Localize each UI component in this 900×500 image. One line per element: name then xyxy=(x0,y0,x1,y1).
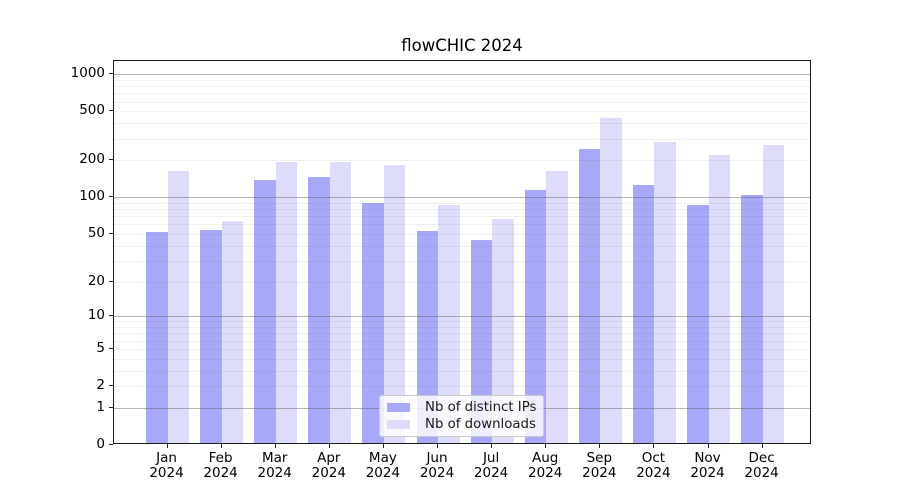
bar-mar-ips xyxy=(254,180,276,443)
bar-may-ips xyxy=(362,202,384,443)
y-tick-mark xyxy=(109,196,113,198)
bar-sep-downloads xyxy=(600,118,622,443)
y-tick-label-50: 50 xyxy=(87,225,105,241)
x-tick-mark xyxy=(545,444,547,448)
x-tick-mark xyxy=(328,444,330,448)
y-tick-mark xyxy=(109,347,113,349)
plot-area: Nb of distinct IPs Nb of downloads xyxy=(113,60,811,444)
y-tick-label-100: 100 xyxy=(79,188,105,205)
x-tick-mark xyxy=(220,444,222,448)
x-tick-label-oct: Oct 2024 xyxy=(636,450,671,481)
bar-jan-downloads xyxy=(167,171,189,443)
x-tick-mark xyxy=(761,444,763,448)
x-tick-label-apr: Apr 2024 xyxy=(311,450,346,481)
y-tick-mark xyxy=(109,159,113,161)
bar-dec-ips xyxy=(741,195,763,443)
bar-sep-ips xyxy=(578,148,601,443)
x-tick-label-sep: Sep 2024 xyxy=(582,450,617,481)
bar-oct-ips xyxy=(632,184,655,443)
chart-title: flowCHIC 2024 xyxy=(401,36,523,55)
x-tick-mark xyxy=(382,444,384,448)
y-tick-label-10: 10 xyxy=(87,307,105,324)
bar-aug-ips xyxy=(524,189,547,443)
legend-item-downloads: Nb of downloads xyxy=(387,417,537,432)
x-tick-mark xyxy=(599,444,601,448)
x-tick-mark xyxy=(707,444,709,448)
x-tick-label-jul: Jul 2024 xyxy=(473,450,509,481)
y-tick-label-1000: 1000 xyxy=(70,65,105,82)
y-tick-mark xyxy=(109,315,113,317)
bar-may-downloads xyxy=(383,164,406,443)
bars-layer xyxy=(114,61,810,443)
y-tick-label-2: 2 xyxy=(96,377,105,393)
legend-item-distinct-ips: Nb of distinct IPs xyxy=(387,400,537,415)
bar-feb-downloads xyxy=(221,220,244,443)
legend-label-downloads: Nb of downloads xyxy=(425,417,536,432)
bar-jul-downloads xyxy=(492,219,514,443)
y-tick-label-200: 200 xyxy=(79,151,105,168)
bar-nov-downloads xyxy=(708,155,730,443)
bar-mar-downloads xyxy=(275,162,298,443)
bar-jul-ips xyxy=(470,239,493,443)
bar-jun-ips xyxy=(416,231,438,443)
y-tick-mark xyxy=(109,73,113,75)
x-tick-label-aug: Aug 2024 xyxy=(528,450,563,481)
x-tick-label-nov: Nov 2024 xyxy=(690,450,725,481)
bar-feb-ips xyxy=(200,229,222,443)
legend-label-ips: Nb of distinct IPs xyxy=(425,400,537,415)
x-tick-label-jun: Jun 2024 xyxy=(419,450,455,481)
x-tick-label-jan: Jan 2024 xyxy=(149,450,184,481)
bar-apr-ips xyxy=(308,177,330,443)
y-tick-mark xyxy=(109,385,113,386)
x-tick-mark xyxy=(166,444,168,448)
y-tick-mark xyxy=(109,444,113,445)
bar-oct-downloads xyxy=(654,142,676,443)
x-tick-label-mar: Mar 2024 xyxy=(257,450,292,481)
x-tick-label-feb: Feb 2024 xyxy=(203,450,238,481)
x-tick-mark xyxy=(437,444,438,448)
y-tick-mark xyxy=(109,110,113,112)
y-tick-label-5: 5 xyxy=(96,339,105,356)
legend-swatch-downloads xyxy=(387,420,410,429)
x-tick-mark xyxy=(491,444,493,448)
y-tick-mark xyxy=(109,406,113,408)
bar-aug-downloads xyxy=(546,171,568,443)
bar-nov-ips xyxy=(687,204,709,443)
x-tick-label-dec: Dec 2024 xyxy=(744,450,779,481)
y-tick-label-500: 500 xyxy=(79,102,105,119)
bar-dec-downloads xyxy=(762,144,785,443)
legend: Nb of distinct IPs Nb of downloads xyxy=(379,395,544,437)
bar-apr-downloads xyxy=(329,161,352,443)
y-tick-label-0: 0 xyxy=(96,436,105,452)
x-tick-mark xyxy=(653,444,655,448)
bar-jan-ips xyxy=(146,232,168,443)
y-tick-label-20: 20 xyxy=(87,272,105,289)
bar-jun-downloads xyxy=(438,205,460,443)
x-tick-label-may: May 2024 xyxy=(365,450,401,481)
y-tick-mark xyxy=(109,233,113,234)
x-tick-mark xyxy=(274,444,276,448)
y-tick-label-1: 1 xyxy=(96,398,105,415)
legend-swatch-ips xyxy=(387,403,410,412)
y-tick-mark xyxy=(109,280,113,282)
